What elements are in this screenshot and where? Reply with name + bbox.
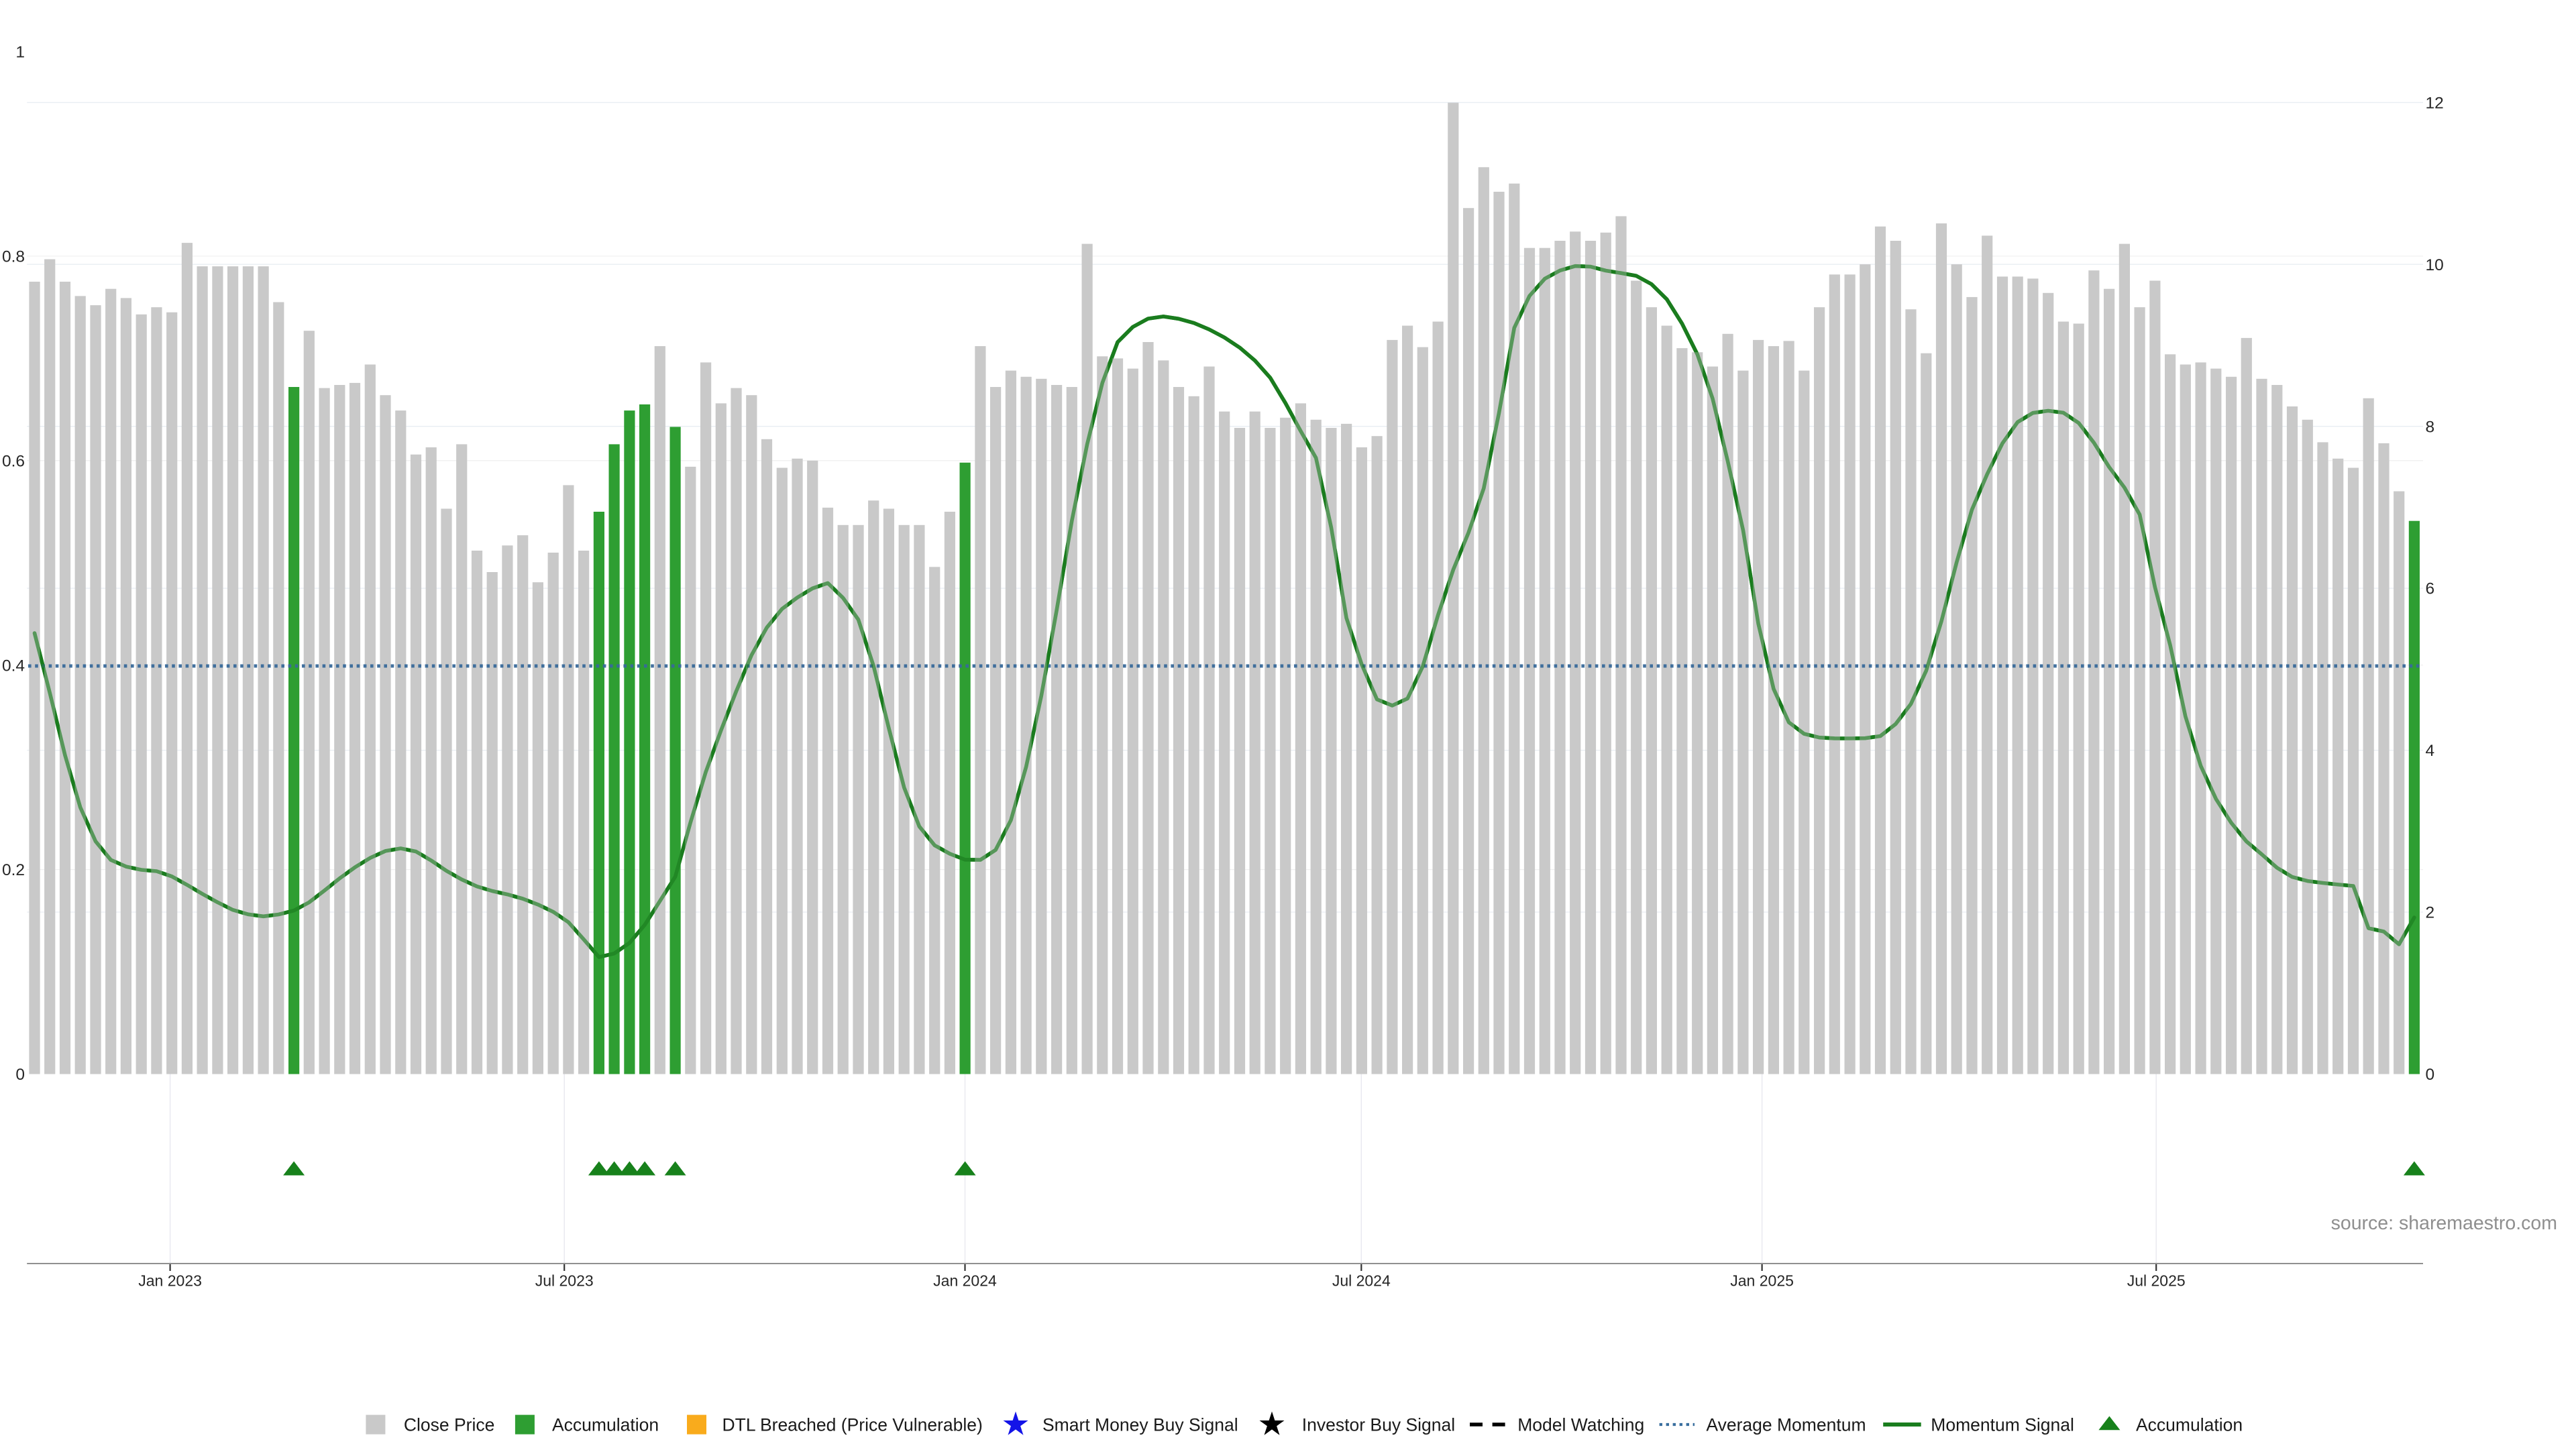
svg-text:Model Watching: Model Watching xyxy=(1517,1415,1644,1435)
svg-text:Jan 2023: Jan 2023 xyxy=(138,1272,202,1290)
svg-text:1: 1 xyxy=(15,44,25,62)
svg-text:0.4: 0.4 xyxy=(2,657,25,675)
svg-text:6: 6 xyxy=(2426,580,2435,598)
svg-text:Accumulation: Accumulation xyxy=(552,1415,659,1435)
svg-text:0.6: 0.6 xyxy=(2,452,25,470)
svg-text:Accumulation: Accumulation xyxy=(2136,1415,2243,1435)
svg-text:4: 4 xyxy=(2426,742,2435,760)
svg-text:Jul 2025: Jul 2025 xyxy=(2127,1272,2186,1290)
svg-text:12: 12 xyxy=(2426,94,2444,112)
svg-text:0.2: 0.2 xyxy=(2,861,25,879)
svg-text:Close Price: Close Price xyxy=(404,1415,495,1435)
svg-text:8: 8 xyxy=(2426,418,2435,436)
svg-text:DTL Breached (Price Vulnerable: DTL Breached (Price Vulnerable) xyxy=(722,1415,983,1435)
svg-text:Smart Money Buy Signal: Smart Money Buy Signal xyxy=(1042,1415,1238,1435)
svg-text:0: 0 xyxy=(2426,1066,2435,1084)
svg-text:Momentum Signal: Momentum Signal xyxy=(1931,1415,2074,1435)
svg-text:Average Momentum: Average Momentum xyxy=(1706,1415,1866,1435)
svg-text:Jan 2025: Jan 2025 xyxy=(1730,1272,1794,1290)
svg-text:10: 10 xyxy=(2426,256,2444,274)
svg-text:0: 0 xyxy=(15,1066,25,1084)
svg-text:Investor Buy Signal: Investor Buy Signal xyxy=(1302,1415,1455,1435)
svg-text:Jan 2024: Jan 2024 xyxy=(933,1272,997,1290)
svg-text:Jul 2023: Jul 2023 xyxy=(535,1272,594,1290)
svg-text:source: sharemaestro.com: source: sharemaestro.com xyxy=(2331,1213,2557,1234)
svg-text:0.8: 0.8 xyxy=(2,248,25,266)
svg-text:Jul 2024: Jul 2024 xyxy=(1332,1272,1391,1290)
svg-text:2: 2 xyxy=(2426,904,2435,922)
